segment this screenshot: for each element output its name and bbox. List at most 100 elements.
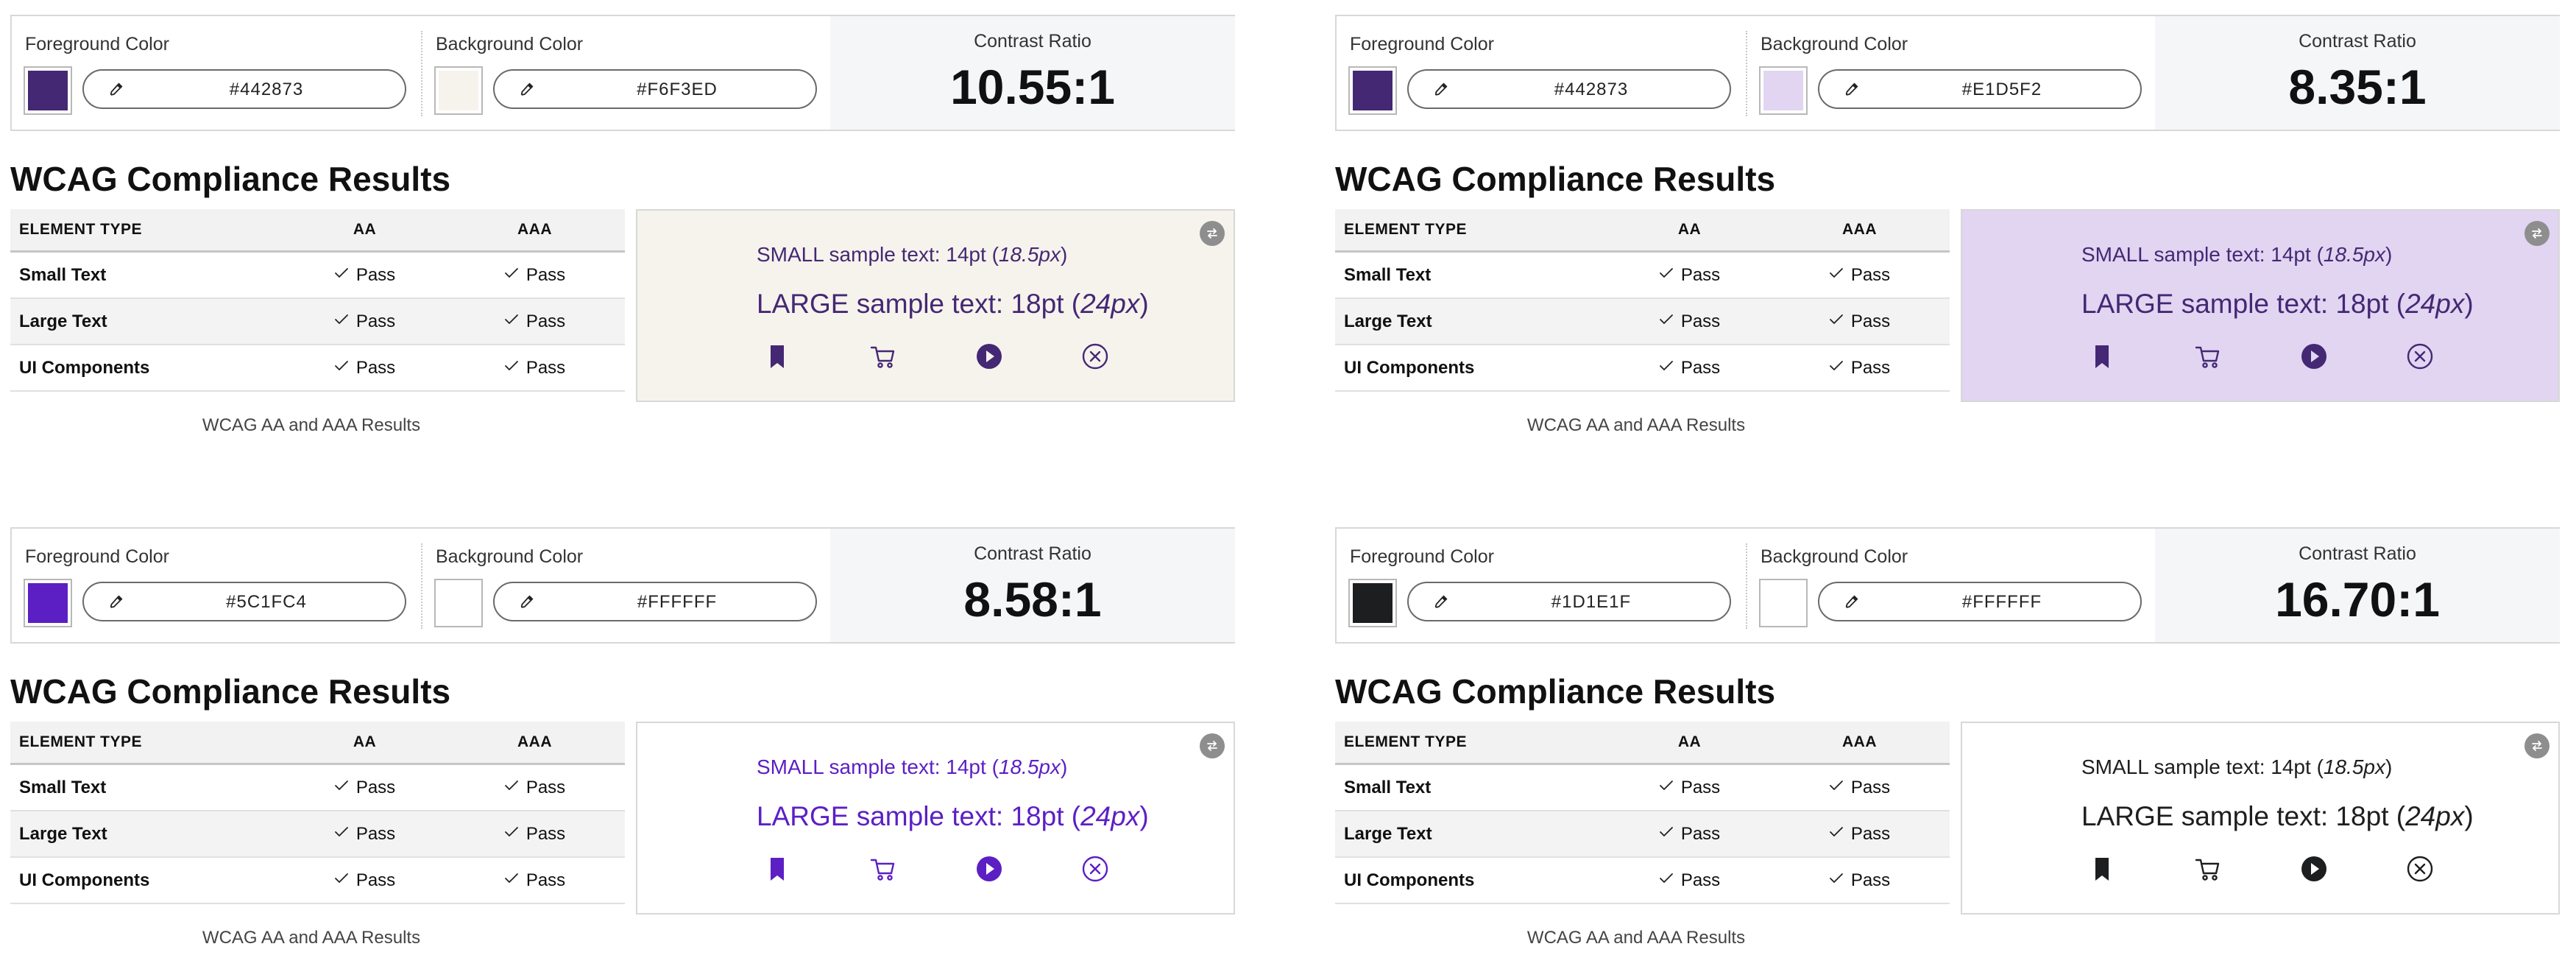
column-header-aa: AA — [285, 722, 445, 765]
foreground-color-group: Foreground Color #1D1E1F — [1337, 529, 1746, 642]
contrast-checker-panel-3: Foreground Color #5C1FC4 Background Colo… — [10, 527, 1238, 969]
element-type-cell: Small Text — [1335, 764, 1610, 811]
background-hex-input[interactable]: #FFFFFF — [1818, 582, 2142, 621]
contrast-ratio-box: Contrast Ratio 8.35:1 — [2155, 16, 2560, 130]
column-header-element-type: ELEMENT TYPE — [10, 209, 285, 253]
check-icon — [334, 314, 348, 325]
check-icon — [1659, 314, 1673, 325]
large-sample-text: LARGE sample text: 18pt (24px) — [757, 289, 1149, 320]
background-color-label: Background Color — [1761, 34, 1908, 54]
eyedropper-icon[interactable] — [107, 80, 125, 98]
pass-label: Pass — [526, 777, 566, 797]
color-group-divider — [1746, 543, 1747, 629]
wcag-results-table: ELEMENT TYPE AA AAA Small Text Pass Pass La… — [1335, 209, 1950, 392]
background-swatch[interactable] — [434, 579, 483, 627]
foreground-color-group: Foreground Color #5C1FC4 — [12, 529, 421, 642]
pass-label: Pass — [355, 870, 396, 890]
background-hex-value[interactable]: #F6F3ED — [637, 80, 718, 99]
sample-preview: SMALL sample text: 14pt (18.5px) LARGE s… — [636, 209, 1235, 402]
element-type-cell: Large Text — [1335, 298, 1610, 345]
swap-colors-button[interactable] — [2524, 733, 2550, 758]
wcag-results-heading: WCAG Compliance Results — [10, 160, 451, 198]
pass-label: Pass — [355, 823, 396, 844]
close-circle-icon — [2405, 342, 2435, 371]
large-sample-px: 24px — [1080, 801, 1140, 831]
background-swatch[interactable] — [1759, 579, 1808, 627]
background-hex-input[interactable]: #FFFFFF — [493, 582, 817, 621]
background-swatch[interactable] — [434, 66, 483, 115]
foreground-hex-value[interactable]: #442873 — [229, 80, 304, 99]
large-sample-prefix: LARGE sample text: 18pt ( — [757, 289, 1081, 319]
contrast-ratio-label: Contrast Ratio — [974, 543, 1091, 564]
pass-label: Pass — [526, 264, 566, 285]
table-row: Large Text Pass Pass — [1335, 811, 1950, 858]
aaa-result-cell: Pass — [445, 857, 625, 904]
pass-label: Pass — [526, 357, 566, 378]
contrast-checker-panel-4: Foreground Color #1D1E1F Background Colo… — [1335, 527, 2563, 969]
eyedropper-icon[interactable] — [518, 593, 536, 610]
background-hex-value[interactable]: #E1D5F2 — [1961, 80, 2042, 99]
foreground-swatch[interactable] — [24, 66, 72, 115]
background-hex-value[interactable]: #FFFFFF — [637, 592, 718, 612]
small-sample-close: ) — [2385, 243, 2393, 266]
small-sample-text: SMALL sample text: 14pt (18.5px) — [757, 243, 1067, 267]
pass-label: Pass — [526, 823, 566, 844]
eyedropper-icon[interactable] — [1432, 593, 1450, 610]
table-row: UI Components Pass Pass — [1335, 857, 1950, 904]
foreground-swatch[interactable] — [1348, 66, 1397, 115]
eyedropper-icon[interactable] — [1843, 593, 1861, 610]
small-sample-px: 18.5px — [2323, 243, 2385, 266]
bookmark-icon — [762, 854, 792, 884]
contrast-checker-panel-1: Foreground Color #442873 Background Colo… — [10, 15, 1238, 457]
foreground-color-label: Foreground Color — [1350, 546, 1494, 567]
contrast-ratio-value: 16.70:1 — [2275, 572, 2440, 627]
foreground-hex-value[interactable]: #1D1E1F — [1551, 592, 1632, 612]
check-icon — [1659, 781, 1673, 791]
foreground-hex-value[interactable]: #442873 — [1554, 80, 1629, 99]
color-picker-row: Foreground Color #442873 Background Colo… — [1335, 15, 2560, 131]
contrast-ratio-value: 8.58:1 — [963, 572, 1102, 627]
aaa-result-cell: Pass — [445, 251, 625, 299]
color-group-divider — [1746, 31, 1747, 116]
small-sample-text: SMALL sample text: 14pt (18.5px) — [757, 755, 1067, 779]
foreground-hex-input[interactable]: #442873 — [1407, 69, 1731, 109]
eyedropper-icon[interactable] — [518, 80, 536, 98]
large-sample-text: LARGE sample text: 18pt (24px) — [2081, 289, 2474, 320]
pass-label: Pass — [1850, 357, 1891, 378]
foreground-swatch[interactable] — [1348, 579, 1397, 627]
background-hex-input[interactable]: #F6F3ED — [493, 69, 817, 109]
element-type-cell: Small Text — [10, 764, 285, 811]
swap-colors-button[interactable] — [2524, 221, 2550, 246]
play-circle-icon — [974, 854, 1004, 884]
column-header-element-type: ELEMENT TYPE — [10, 722, 285, 765]
aaa-result-cell: Pass — [1769, 764, 1950, 811]
swap-colors-button[interactable] — [1200, 221, 1225, 246]
color-picker-row: Foreground Color #442873 Background Colo… — [10, 15, 1235, 131]
column-header-element-type: ELEMENT TYPE — [1335, 722, 1610, 765]
aaa-result-cell: Pass — [1769, 345, 1950, 392]
element-type-cell: Large Text — [10, 811, 285, 858]
aa-result-cell: Pass — [285, 811, 445, 858]
foreground-swatch[interactable] — [24, 579, 72, 627]
column-header-aaa: AAA — [1769, 722, 1950, 765]
eyedropper-icon[interactable] — [1432, 80, 1450, 98]
foreground-hex-input[interactable]: #1D1E1F — [1407, 582, 1731, 621]
eyedropper-icon[interactable] — [107, 593, 125, 610]
background-hex-value[interactable]: #FFFFFF — [1961, 592, 2042, 612]
foreground-hex-value[interactable]: #5C1FC4 — [226, 592, 307, 612]
background-hex-input[interactable]: #E1D5F2 — [1818, 69, 2142, 109]
large-sample-text: LARGE sample text: 18pt (24px) — [2081, 801, 2474, 832]
table-row: Large Text Pass Pass — [10, 811, 625, 858]
aaa-result-cell: Pass — [445, 811, 625, 858]
table-row: Large Text Pass Pass — [1335, 298, 1950, 345]
check-icon — [504, 781, 518, 791]
foreground-color-label: Foreground Color — [25, 34, 169, 54]
background-swatch[interactable] — [1759, 66, 1808, 115]
table-row: Small Text Pass Pass — [10, 764, 625, 811]
wcag-results-heading: WCAG Compliance Results — [1335, 160, 1776, 198]
eyedropper-icon[interactable] — [1843, 80, 1861, 98]
swap-colors-button[interactable] — [1200, 733, 1225, 758]
table-row: Large Text Pass Pass — [10, 298, 625, 345]
foreground-hex-input[interactable]: #5C1FC4 — [82, 582, 406, 621]
foreground-hex-input[interactable]: #442873 — [82, 69, 406, 109]
